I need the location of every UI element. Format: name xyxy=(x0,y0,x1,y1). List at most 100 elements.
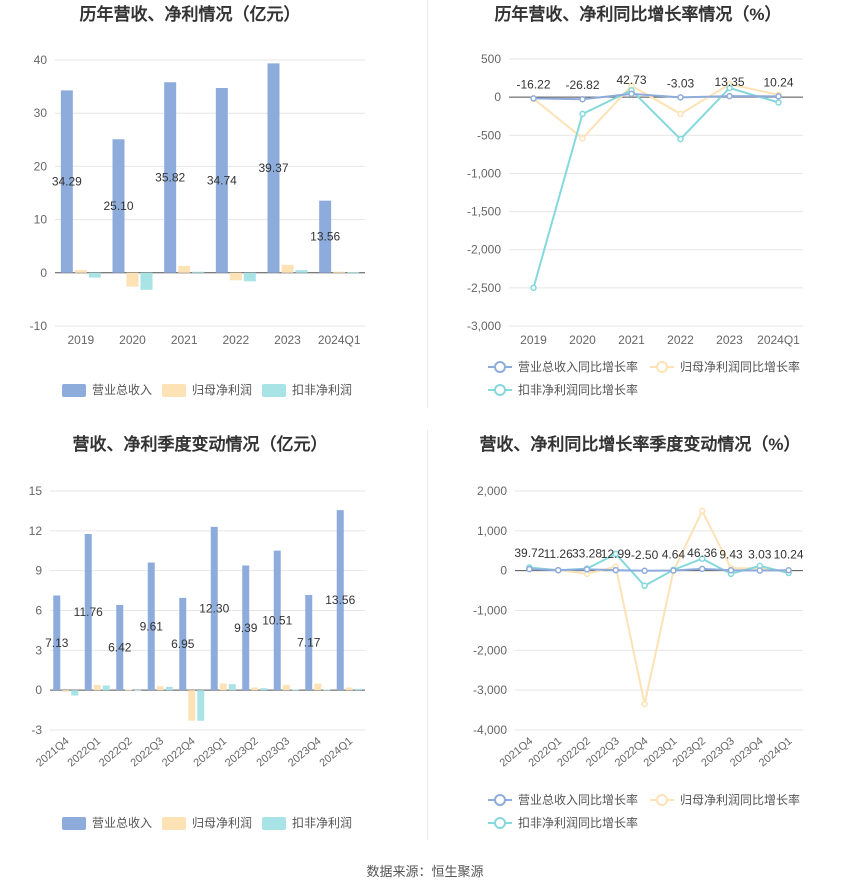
legend-label: 扣非净利润同比增长率 xyxy=(518,382,638,397)
bar-revenue xyxy=(242,565,250,691)
data-label: 34.29 xyxy=(52,175,82,189)
bar-deducted-profit xyxy=(140,272,153,290)
bar-deducted-profit xyxy=(88,272,101,278)
chart-title: 历年营收、净利情况（亿元） xyxy=(80,4,301,24)
data-label: -16.22 xyxy=(516,77,550,91)
bar-deducted-profit xyxy=(260,688,268,691)
bar-net-profit xyxy=(314,683,322,691)
y-tick-label: 500 xyxy=(481,52,501,66)
data-source-footer: 数据来源：恒生聚源 xyxy=(366,864,484,879)
bar-revenue xyxy=(305,594,313,691)
data-label: 10.24 xyxy=(763,75,793,89)
x-tick-label: 2023Q1 xyxy=(191,735,229,769)
bar-deducted-profit xyxy=(347,272,360,274)
x-tick-label: 2024Q1 xyxy=(318,333,361,347)
y-tick-label: -4,000 xyxy=(473,723,507,737)
x-tick-label: 2022Q4 xyxy=(160,735,198,769)
series-point xyxy=(726,92,733,100)
bar-revenue xyxy=(336,510,344,691)
legend-label: 归母净利润同比增长率 xyxy=(680,792,800,807)
data-label: 6.42 xyxy=(108,641,132,655)
legend-label: 归母净利润 xyxy=(192,383,252,397)
x-tick-label: 2020 xyxy=(569,333,596,347)
bar-net-profit xyxy=(126,272,139,287)
bar-deducted-profit xyxy=(323,689,331,691)
series-line-net-profit xyxy=(532,83,779,140)
x-tick-label: 2022Q3 xyxy=(128,735,166,769)
data-label: 11.76 xyxy=(74,605,103,619)
bar-net-profit xyxy=(156,686,164,691)
y-tick-label: -1,000 xyxy=(473,604,507,618)
chart-title: 历年营收、净利同比增长率情况（%） xyxy=(494,4,781,24)
bar-net-profit xyxy=(229,272,242,281)
bar-revenue xyxy=(147,562,155,691)
y-tick-label: 0 xyxy=(35,683,42,697)
bar-net-profit xyxy=(93,684,101,691)
data-label: 46.36 xyxy=(687,546,717,560)
bar-revenue xyxy=(210,526,218,691)
x-tick-label: 2021 xyxy=(171,333,198,347)
data-label: 10.51 xyxy=(262,613,292,627)
data-label: 7.17 xyxy=(297,636,321,650)
series-point xyxy=(677,135,684,143)
y-tick-label: -1,500 xyxy=(467,205,501,219)
bar-net-profit xyxy=(281,264,294,273)
data-label: 10.24 xyxy=(774,547,804,561)
x-tick-label: 2021Q4 xyxy=(34,735,72,769)
bar-net-profit xyxy=(219,683,227,691)
legend-marker xyxy=(494,817,506,829)
y-tick-label: -3 xyxy=(31,723,42,737)
data-label: 3.03 xyxy=(748,548,772,562)
series-point xyxy=(579,110,586,118)
legend-swatch xyxy=(262,384,286,397)
panel-separator-bottom xyxy=(427,430,428,840)
series-point xyxy=(727,567,735,574)
series-point xyxy=(677,110,684,118)
y-tick-label: -10 xyxy=(30,319,48,333)
y-tick-label: 1,000 xyxy=(477,524,507,538)
annual-growth-rate-svg: 历年营收、净利同比增长率情况（%） -3,000 -2,500 -2,000 -1,50… xyxy=(467,4,803,397)
data-label: 25.10 xyxy=(103,199,133,213)
legend-swatch xyxy=(162,384,186,397)
quarterly-growth-rate-svg: 营收、净利同比增长率季度变动情况（%） -4,000 -3,000 -2,000 -1,… xyxy=(473,434,804,830)
bar-revenue xyxy=(215,87,228,273)
bar-deducted-profit xyxy=(243,272,256,282)
bar-revenue xyxy=(84,534,92,691)
data-label: 34.74 xyxy=(207,173,237,187)
bar-deducted-profit xyxy=(71,690,79,696)
y-tick-label: 30 xyxy=(34,106,48,120)
legend-swatch xyxy=(162,817,186,830)
bar-deducted-profit xyxy=(228,684,236,691)
data-label: 39.72 xyxy=(514,546,544,560)
bar-deducted-profit xyxy=(295,270,308,273)
y-tick-label: -3,000 xyxy=(473,683,507,697)
x-tick-label: 2024Q1 xyxy=(757,333,800,347)
bar-revenue xyxy=(267,63,280,273)
y-tick-label: -2,000 xyxy=(473,643,507,657)
series-line-revenue xyxy=(533,92,779,101)
series-point xyxy=(775,99,782,106)
x-tick-label: 2023 xyxy=(274,333,301,347)
series-point xyxy=(612,550,620,558)
bar-net-profit xyxy=(333,271,346,273)
y-tick-label: -3,000 xyxy=(467,319,501,333)
bar-net-profit xyxy=(62,690,70,692)
series-point xyxy=(628,90,635,98)
series-point xyxy=(670,567,677,574)
bar-net-profit xyxy=(345,687,353,691)
bar-revenue xyxy=(179,597,187,691)
series-point xyxy=(526,565,533,573)
y-tick-label: 0 xyxy=(500,564,507,578)
bar-deducted-profit xyxy=(134,689,142,691)
series-point xyxy=(579,95,586,103)
legend-label: 扣非净利润 xyxy=(292,816,352,830)
x-tick-label: 2022Q1 xyxy=(65,735,103,769)
legend-marker xyxy=(656,794,668,806)
bar-revenue xyxy=(112,139,125,273)
data-label: 6.95 xyxy=(171,637,195,651)
data-label: 7.13 xyxy=(45,636,69,650)
series-point xyxy=(698,565,706,573)
x-tick-label: 2022Q2 xyxy=(97,735,135,769)
legend-marker xyxy=(494,361,506,373)
legend-swatch xyxy=(262,817,286,830)
